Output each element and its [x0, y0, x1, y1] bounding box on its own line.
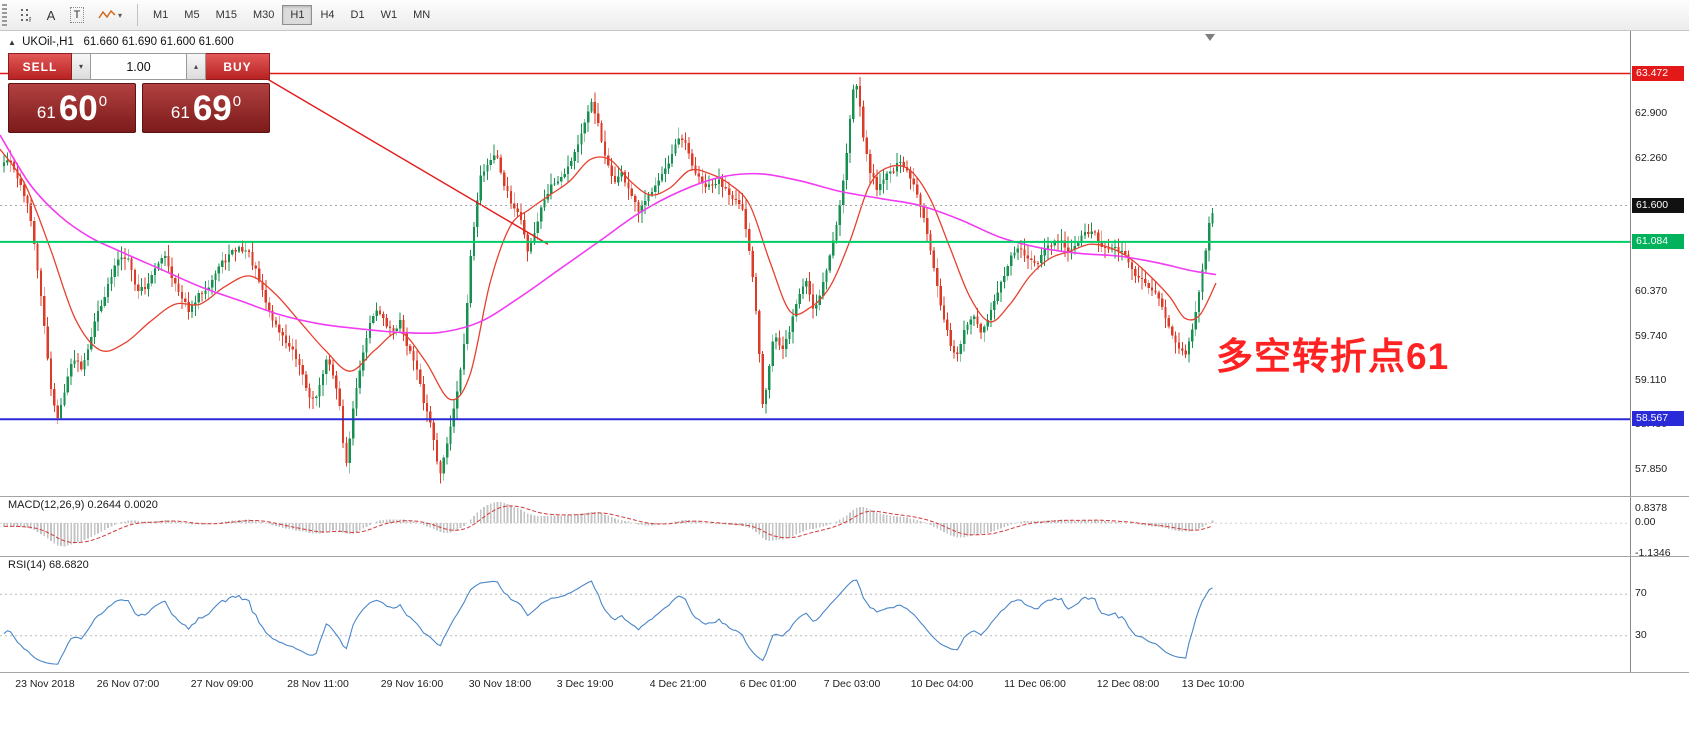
symbol-name: UKOil-,H1: [22, 36, 74, 48]
macd-axis-tick: 0.00: [1635, 516, 1656, 528]
time-label: 13 Dec 10:00: [1181, 678, 1245, 690]
rsi-axis-tick: 30: [1635, 629, 1647, 641]
sell-price-display[interactable]: 61 60 0: [8, 83, 136, 133]
volume-down-button[interactable]: ▾: [72, 53, 91, 80]
macd-histogram: [3, 502, 1214, 547]
text-label-icon[interactable]: T: [64, 3, 90, 27]
timeframe-m5[interactable]: M5: [176, 5, 207, 25]
price-scale-axis[interactable]: 62.90062.26060.37059.74059.11058.48057.8…: [1630, 31, 1689, 673]
pattern-grid-icon[interactable]: F: [12, 3, 38, 27]
time-axis-separator: [0, 672, 1689, 673]
price-badge-58.567: 58.567: [1632, 411, 1684, 426]
dropdown-arrow-icon: ▾: [117, 10, 122, 20]
macd-pane: [0, 502, 1630, 547]
rsi-line: [3, 579, 1213, 665]
buy-price-display[interactable]: 61 69 0: [142, 83, 270, 133]
volume-input[interactable]: [91, 53, 187, 80]
timeframe-w1[interactable]: W1: [373, 5, 406, 25]
candlesticks: [2, 76, 1214, 484]
time-label: 3 Dec 19:00: [556, 678, 614, 690]
pane-separator-macd[interactable]: [0, 496, 1689, 497]
toolbar-separator: [137, 4, 138, 26]
time-label: 28 Nov 11:00: [287, 678, 349, 690]
time-label: 30 Nov 18:00: [468, 678, 532, 690]
price-badge-61.600: 61.600: [1632, 198, 1684, 213]
rsi-indicator-label: RSI(14) 68.6820: [8, 559, 89, 571]
sell-price-prefix: 61: [36, 103, 56, 122]
time-label: 4 Dec 21:00: [649, 678, 707, 690]
one-click-collapse-icon[interactable]: ▲: [8, 38, 16, 47]
one-click-trading-panel: SELL ▾ ▴ BUY 61 60 0 61 69 0: [8, 53, 270, 133]
time-label: 26 Nov 07:00: [96, 678, 160, 690]
timeframe-d1[interactable]: D1: [343, 5, 373, 25]
toolbar-grip[interactable]: [2, 4, 7, 26]
price-badge-61.084: 61.084: [1632, 234, 1684, 249]
time-label: 7 Dec 03:00: [823, 678, 881, 690]
sell-button[interactable]: SELL: [8, 53, 72, 80]
ohlc-values: 61.660 61.690 61.600 61.600: [83, 36, 234, 48]
price-tick: 59.740: [1635, 330, 1668, 342]
time-label: 11 Dec 06:00: [1004, 678, 1066, 690]
timeframe-m1[interactable]: M1: [145, 5, 176, 25]
buy-price-big: 69: [192, 88, 232, 128]
pane-separator-rsi[interactable]: [0, 556, 1689, 557]
svg-text:F: F: [29, 17, 31, 23]
descending-trendline[interactable]: [257, 72, 549, 245]
rsi-axis-tick: 70: [1635, 587, 1647, 599]
rsi-pane: [0, 579, 1630, 665]
price-chart-canvas[interactable]: [0, 31, 1630, 751]
time-label: 12 Dec 08:00: [1096, 678, 1160, 690]
timeframe-h1[interactable]: H1: [282, 5, 313, 25]
macd-signal-line: [4, 505, 1213, 543]
buy-price-prefix: 61: [170, 103, 190, 122]
triangle-down-icon: ▾: [78, 62, 83, 71]
chart-shift-marker-icon[interactable]: [1205, 34, 1215, 41]
price-badge-63.472: 63.472: [1632, 66, 1684, 81]
slow-ma-line[interactable]: [0, 134, 1217, 335]
time-label: 27 Nov 09:00: [190, 678, 254, 690]
sell-price-sup: 0: [98, 92, 108, 110]
timeframe-m30[interactable]: M30: [245, 5, 282, 25]
timeframe-m15[interactable]: M15: [208, 5, 245, 25]
drawing-tools-group: F AT ▾: [12, 3, 130, 27]
price-tick: 62.900: [1635, 107, 1668, 119]
text-a-icon[interactable]: A: [38, 3, 64, 27]
chart-text-annotation[interactable]: 多空转折点61: [1216, 336, 1450, 377]
price-tick: 57.850: [1635, 463, 1668, 475]
buy-price-sup: 0: [232, 92, 242, 110]
time-label: 6 Dec 01:00: [739, 678, 797, 690]
price-tick: 62.260: [1635, 152, 1668, 164]
symbol-ohlc-label: ▲ UKOil-,H1 61.660 61.690 61.600 61.600: [8, 36, 234, 48]
line-style-icon[interactable]: ▾: [90, 3, 130, 27]
price-tick: 60.370: [1635, 285, 1668, 297]
main-price-pane: [0, 72, 1630, 484]
timeframe-h4[interactable]: H4: [312, 5, 342, 25]
macd-axis-tick: -1.1346: [1635, 547, 1671, 559]
volume-up-button[interactable]: ▴: [187, 53, 206, 80]
timeframe-mn[interactable]: MN: [405, 5, 438, 25]
buy-button[interactable]: BUY: [206, 53, 270, 80]
macd-indicator-label: MACD(12,26,9) 0.2644 0.0020: [8, 499, 158, 511]
triangle-up-icon: ▴: [193, 62, 198, 71]
macd-axis-tick: 0.8378: [1635, 502, 1668, 514]
price-tick: 59.110: [1635, 374, 1667, 386]
time-label: 23 Nov 2018: [15, 678, 75, 690]
time-label: 29 Nov 16:00: [380, 678, 444, 690]
time-label: 10 Dec 04:00: [910, 678, 974, 690]
sell-price-big: 60: [58, 88, 98, 128]
timeframe-bar: M1 M5 M15 M30 H1 H4 D1 W1 MN: [145, 5, 438, 25]
fast-ma-line[interactable]: [0, 148, 1217, 401]
